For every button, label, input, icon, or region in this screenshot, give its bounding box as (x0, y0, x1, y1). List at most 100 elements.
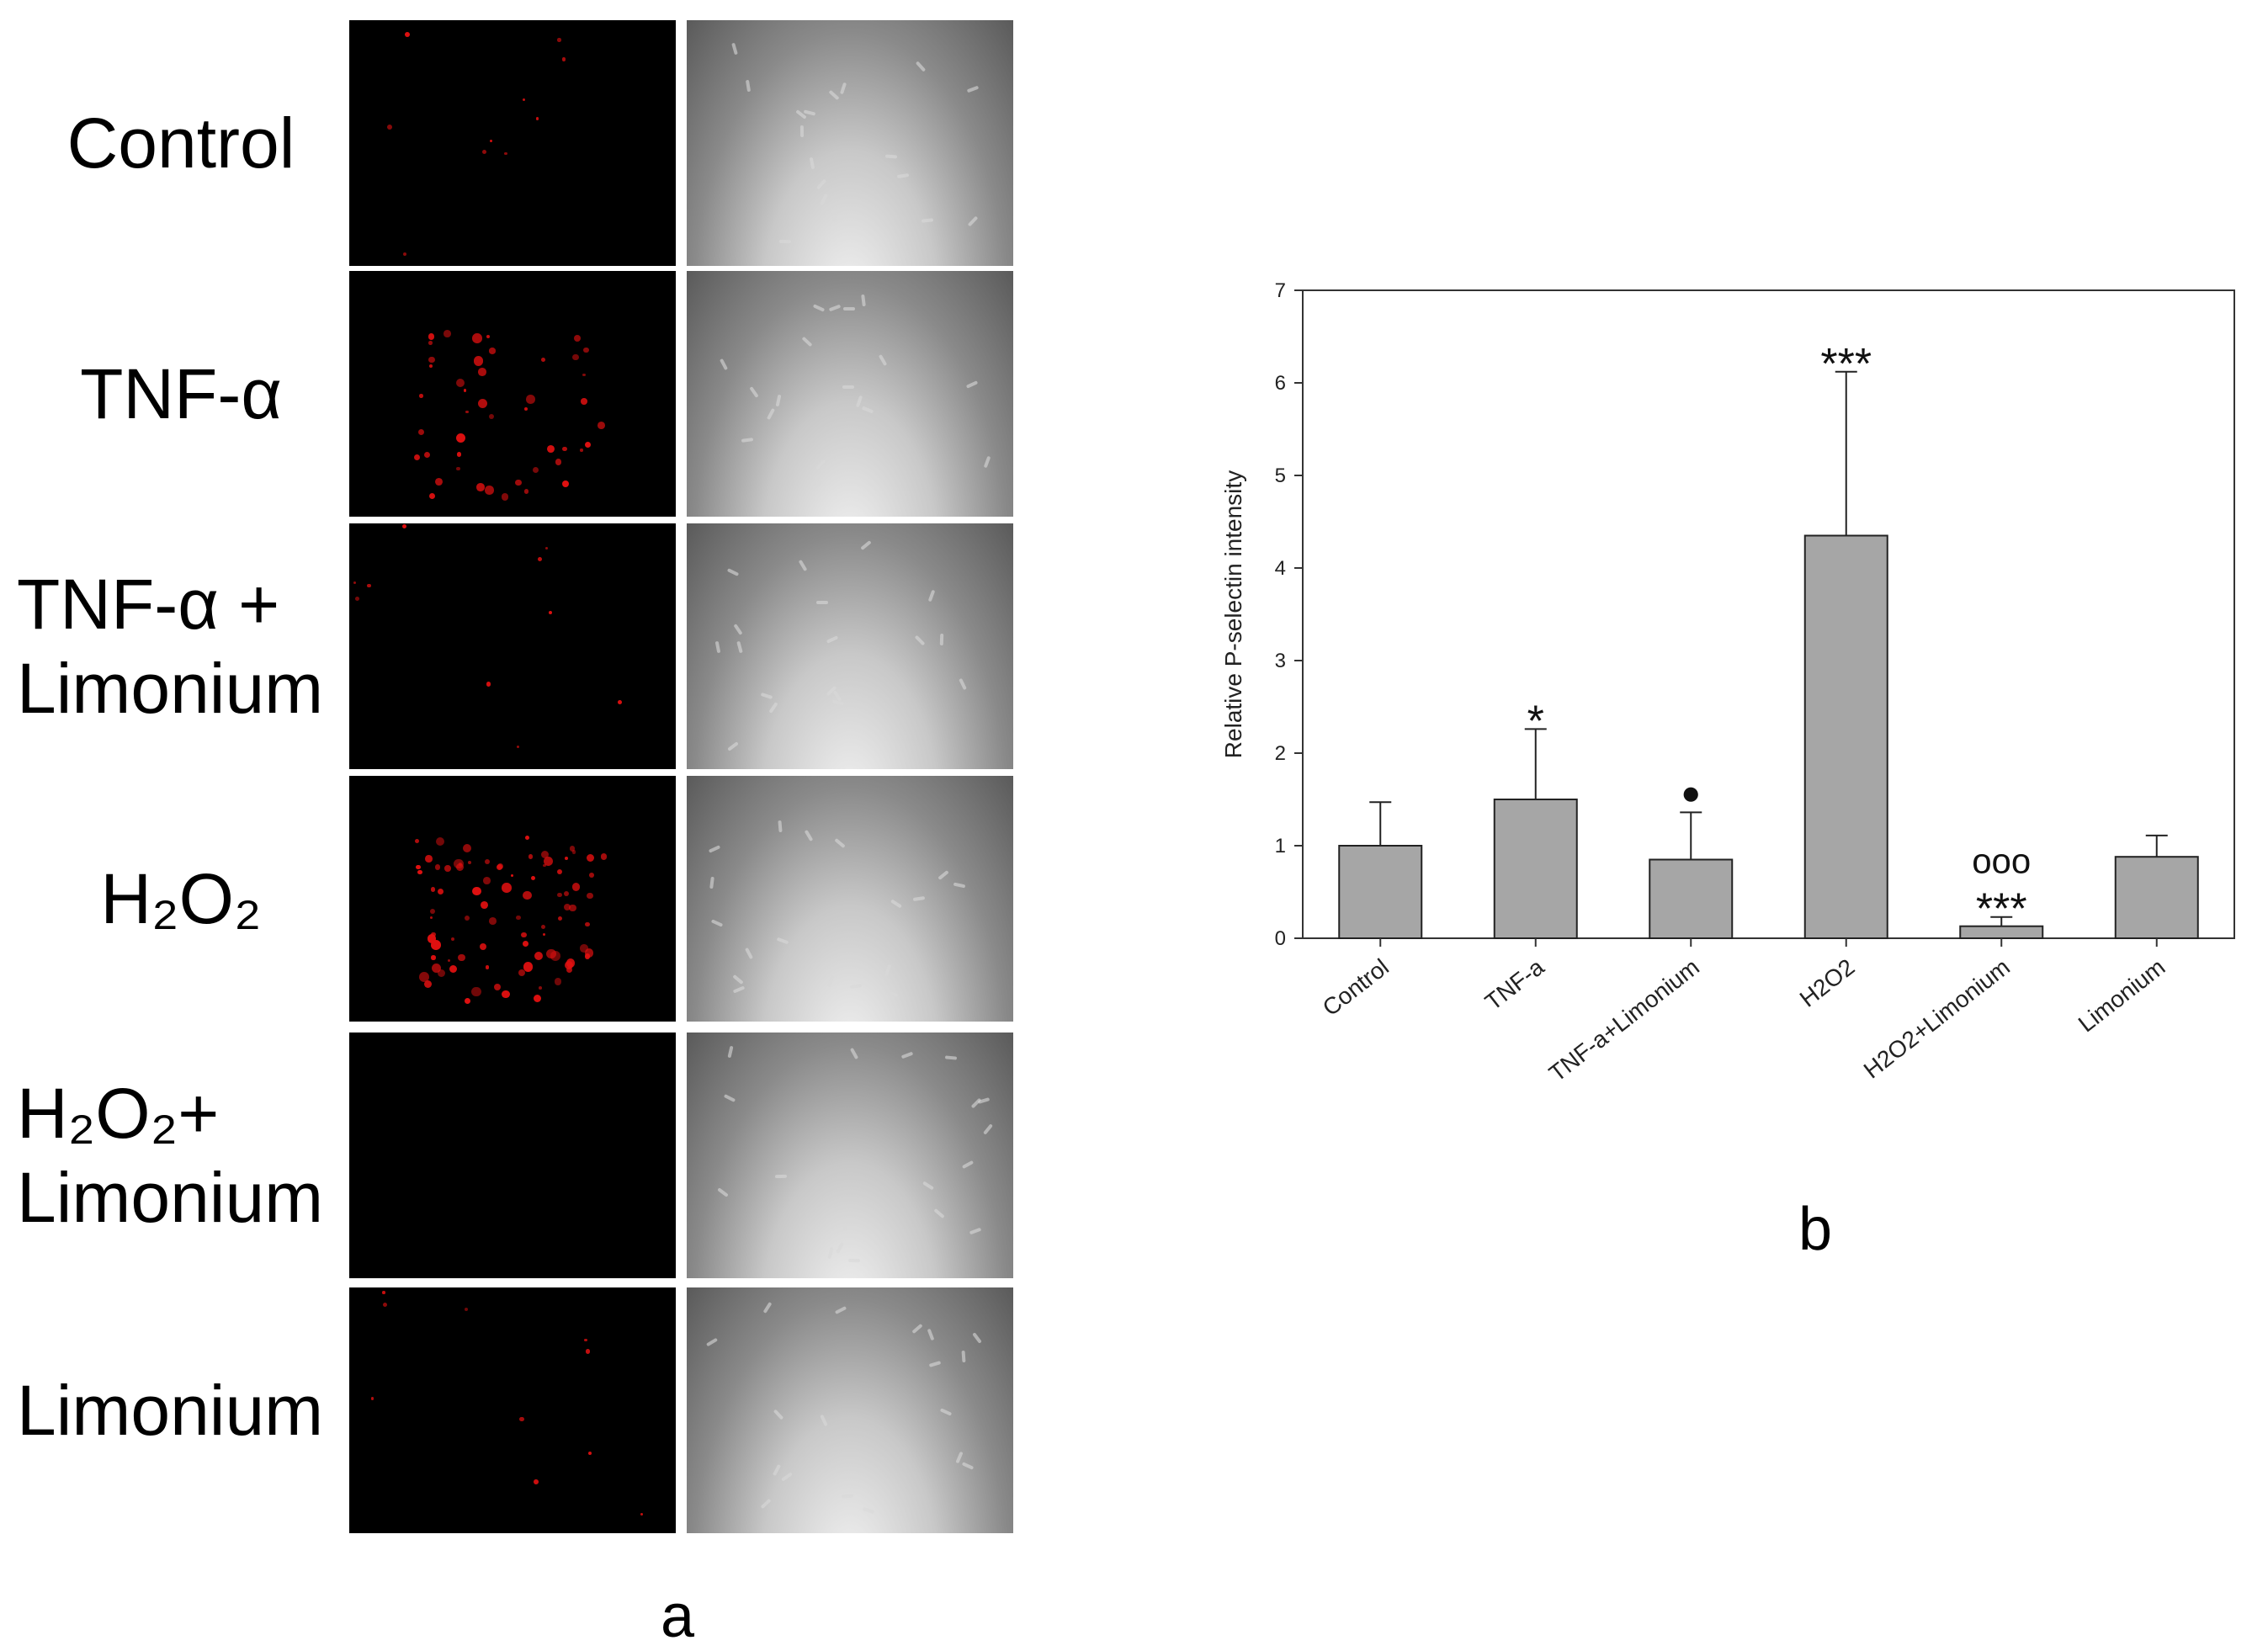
cell-mark (736, 640, 743, 654)
cell-mark (768, 701, 778, 714)
fluorescent-spot (561, 57, 566, 61)
fluorescent-spot (580, 449, 583, 452)
fluorescent-spot (557, 892, 563, 898)
fluorescent-spot (451, 937, 455, 941)
cell-mark (922, 1181, 935, 1191)
fluorescent-spot (434, 864, 441, 870)
cell-mark (775, 394, 782, 406)
cell-mark (799, 125, 804, 138)
fluorescent-spot (640, 1513, 644, 1516)
cell-mark (826, 635, 839, 644)
cell-mark (819, 194, 828, 206)
cell-mark (937, 870, 950, 881)
fluorescence-image (349, 1033, 676, 1278)
fluorescent-spot (537, 557, 542, 562)
cell-mark (915, 61, 927, 72)
bar-chart: 0 1 2 3 4 5 6 7 Relative P-selectin intensity Con… (1195, 194, 2268, 1229)
row-label: TNF-α + Limonium (17, 523, 345, 769)
row-label-line: H₂O₂ (100, 859, 262, 938)
cell-mark (966, 380, 979, 390)
fluorescent-spot (405, 32, 411, 37)
fluorescent-spot (458, 953, 466, 962)
fluorescent-spot (430, 887, 436, 892)
fluorescent-spot (387, 125, 393, 130)
fluorescent-spot (617, 700, 622, 704)
fluorescence-image (349, 776, 676, 1022)
fluorescent-spot (449, 964, 458, 973)
cell-mark (779, 239, 792, 244)
fluorescent-spot (489, 348, 496, 354)
fluorescent-spot (518, 1416, 524, 1422)
fluorescent-spot (480, 942, 487, 951)
fluorescent-spot (431, 963, 441, 973)
cell-mark (831, 210, 837, 223)
fluorescent-spot (438, 969, 446, 978)
x-tick-label: H2O2 (1795, 953, 1860, 1011)
fluorescent-spot (585, 922, 590, 927)
cell-mark (863, 1506, 875, 1514)
cell-mark (834, 1306, 847, 1314)
fluorescent-spot (489, 139, 492, 143)
fluorescent-spot (416, 864, 421, 870)
cell-mark (945, 1055, 958, 1060)
cell-mark (820, 1414, 829, 1426)
cell-mark (961, 1160, 975, 1170)
fluorescent-spot (430, 939, 441, 950)
fluorescent-spot (437, 888, 444, 895)
fluorescent-spot (557, 38, 561, 42)
cell-mark (763, 1301, 773, 1314)
fluorescent-spot (564, 890, 570, 897)
fluorescent-spot (535, 117, 539, 120)
fluorescent-spot (401, 523, 407, 529)
cell-mark (706, 1337, 719, 1346)
fluorescent-spot (580, 944, 588, 953)
y-tick-label: 6 (1275, 372, 1286, 395)
fluorescent-spot (562, 446, 567, 452)
fluorescent-spot (417, 869, 422, 875)
cell-mark (896, 173, 910, 179)
cell-mark (959, 678, 967, 691)
fluorescent-spot (574, 334, 582, 342)
cell-mark (815, 178, 827, 190)
fluorescent-spot (464, 997, 471, 1005)
fluorescent-spot (428, 341, 433, 346)
fluorescent-spot (518, 969, 526, 976)
x-tick-label: H2O2+Limonium (1859, 953, 2015, 1083)
fluorescent-spot (528, 854, 534, 859)
fluorescent-spot (425, 855, 433, 863)
significance-mark: *** (1976, 885, 2027, 934)
y-tick-label: 4 (1275, 557, 1286, 580)
fluorescent-spot (435, 478, 444, 486)
fluorescent-spot (489, 917, 497, 925)
fluorescent-spot (480, 901, 488, 910)
fluorescent-spot (515, 479, 522, 486)
fluorescent-spot (572, 353, 579, 360)
fluorescent-spot (540, 850, 550, 859)
cell-mark (745, 948, 754, 960)
x-tick-label: Limonium (2074, 953, 2170, 1037)
plot-frame (1302, 289, 2235, 939)
cell-mark (921, 218, 934, 224)
fluorescent-spot (569, 846, 576, 852)
fluorescent-spot (468, 860, 472, 864)
fluorescent-spot (524, 835, 529, 840)
cell-mark (967, 215, 979, 227)
cell-mark (848, 1258, 861, 1263)
row-label-line: Limonium (17, 649, 324, 728)
fluorescent-spot (583, 347, 589, 353)
fluorescent-spot (370, 1397, 374, 1400)
fluorescent-spot (486, 335, 491, 339)
fluorescent-spot (494, 983, 502, 990)
fluorescent-spot (454, 858, 464, 869)
cell-mark (933, 1208, 945, 1219)
cell-mark (962, 1462, 975, 1470)
bar (1338, 845, 1423, 939)
cell-mark (709, 876, 714, 889)
fluorescence-image (349, 1287, 676, 1533)
cell-mark (827, 1246, 834, 1260)
fluorescent-spot (486, 681, 491, 687)
cell-mark (798, 560, 808, 572)
y-tick-label: 3 (1275, 650, 1286, 672)
cell-mark (826, 974, 834, 988)
cell-mark (726, 568, 739, 577)
